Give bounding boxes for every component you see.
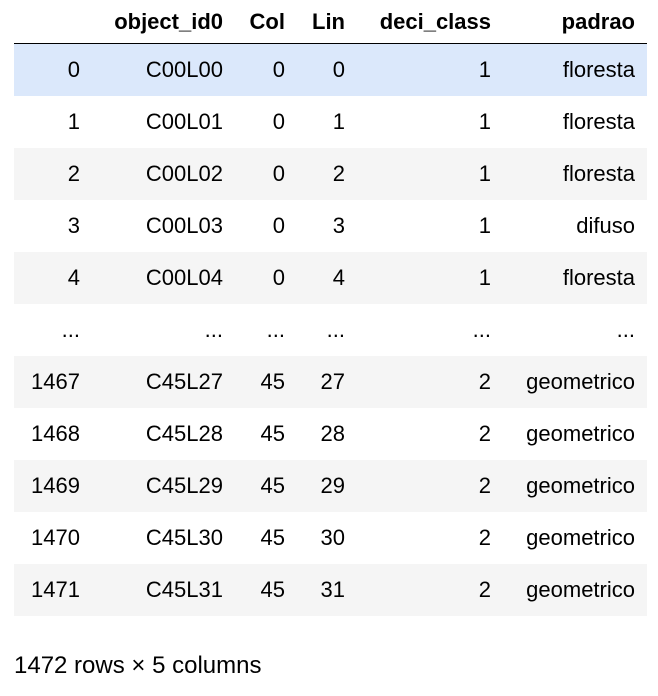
table-row: 1470 C45L30 45 30 2 geometrico [14, 512, 647, 564]
ellipsis-cell: ... [92, 304, 235, 356]
table-cell: 1 [357, 252, 503, 304]
index-cell: 1 [14, 96, 92, 148]
ellipsis-cell: ... [503, 304, 647, 356]
ellipsis-row: ... ... ... ... ... ... [14, 304, 647, 356]
header-cell-object-id0: object_id0 [92, 0, 235, 44]
table-header: object_id0 Col Lin deci_class padrao [14, 0, 647, 44]
header-cell-padrao: padrao [503, 0, 647, 44]
table-cell: geometrico [503, 460, 647, 512]
table-cell: geometrico [503, 408, 647, 460]
header-cell-deci-class: deci_class [357, 0, 503, 44]
table-cell: 0 [235, 252, 297, 304]
table-row: 1469 C45L29 45 29 2 geometrico [14, 460, 647, 512]
table-row: 1467 C45L27 45 27 2 geometrico [14, 356, 647, 408]
table-row: 1471 C45L31 45 31 2 geometrico [14, 564, 647, 616]
table-cell: 0 [235, 148, 297, 200]
header-cell-lin: Lin [297, 0, 357, 44]
table-cell: C45L28 [92, 408, 235, 460]
table-row: 0 C00L00 0 0 1 floresta [14, 43, 647, 96]
table-cell: 2 [357, 512, 503, 564]
table-cell: 1 [357, 148, 503, 200]
table-cell: C45L27 [92, 356, 235, 408]
table-cell: 1 [297, 96, 357, 148]
table-cell: 2 [357, 356, 503, 408]
header-cell-col: Col [235, 0, 297, 44]
table-cell: 29 [297, 460, 357, 512]
table-row: 1 C00L01 0 1 1 floresta [14, 96, 647, 148]
index-cell: 2 [14, 148, 92, 200]
table-cell: geometrico [503, 512, 647, 564]
table-cell: 0 [297, 43, 357, 96]
ellipsis-cell: ... [297, 304, 357, 356]
table-cell: 30 [297, 512, 357, 564]
table-cell: C00L01 [92, 96, 235, 148]
index-cell: 1467 [14, 356, 92, 408]
table-cell: 27 [297, 356, 357, 408]
table-row: 4 C00L04 0 4 1 floresta [14, 252, 647, 304]
ellipsis-cell: ... [235, 304, 297, 356]
index-cell: 0 [14, 43, 92, 96]
table-cell: 4 [297, 252, 357, 304]
table-cell: 1 [357, 96, 503, 148]
table-cell: floresta [503, 148, 647, 200]
table-shape-summary: 1472 rows × 5 columns [14, 652, 262, 679]
table-cell: 1 [357, 43, 503, 96]
index-cell: 1471 [14, 564, 92, 616]
ellipsis-cell: ... [14, 304, 92, 356]
table-cell: difuso [503, 200, 647, 252]
table-cell: 45 [235, 564, 297, 616]
table-cell: 2 [357, 460, 503, 512]
header-cell-index [14, 0, 92, 44]
table-cell: C45L30 [92, 512, 235, 564]
table-cell: 45 [235, 408, 297, 460]
index-cell: 1468 [14, 408, 92, 460]
table-cell: floresta [503, 43, 647, 96]
table-row: 1468 C45L28 45 28 2 geometrico [14, 408, 647, 460]
table-cell: C00L04 [92, 252, 235, 304]
table-cell: C45L29 [92, 460, 235, 512]
table-cell: 45 [235, 460, 297, 512]
table-cell: geometrico [503, 564, 647, 616]
table-cell: 45 [235, 512, 297, 564]
table-row: 3 C00L03 0 3 1 difuso [14, 200, 647, 252]
table-cell: 3 [297, 200, 357, 252]
index-cell: 4 [14, 252, 92, 304]
table-cell: 2 [357, 408, 503, 460]
table-cell: floresta [503, 252, 647, 304]
table-cell: C00L03 [92, 200, 235, 252]
index-cell: 1470 [14, 512, 92, 564]
table-cell: 2 [297, 148, 357, 200]
table-cell: 28 [297, 408, 357, 460]
table-cell: C45L31 [92, 564, 235, 616]
table-cell: 31 [297, 564, 357, 616]
table-cell: 2 [357, 564, 503, 616]
table-cell: C00L00 [92, 43, 235, 96]
index-cell: 1469 [14, 460, 92, 512]
table-row: 2 C00L02 0 2 1 floresta [14, 148, 647, 200]
table-cell: 45 [235, 356, 297, 408]
ellipsis-cell: ... [357, 304, 503, 356]
header-row: object_id0 Col Lin deci_class padrao [14, 0, 647, 44]
table-body: 0 C00L00 0 0 1 floresta 1 C00L01 0 1 1 f… [14, 43, 647, 616]
table-cell: 0 [235, 43, 297, 96]
table-cell: 0 [235, 200, 297, 252]
table-cell: floresta [503, 96, 647, 148]
table-cell: 0 [235, 96, 297, 148]
dataframe-table: object_id0 Col Lin deci_class padrao 0 C… [14, 0, 647, 616]
index-cell: 3 [14, 200, 92, 252]
table-cell: geometrico [503, 356, 647, 408]
table-cell: C00L02 [92, 148, 235, 200]
table-cell: 1 [357, 200, 503, 252]
